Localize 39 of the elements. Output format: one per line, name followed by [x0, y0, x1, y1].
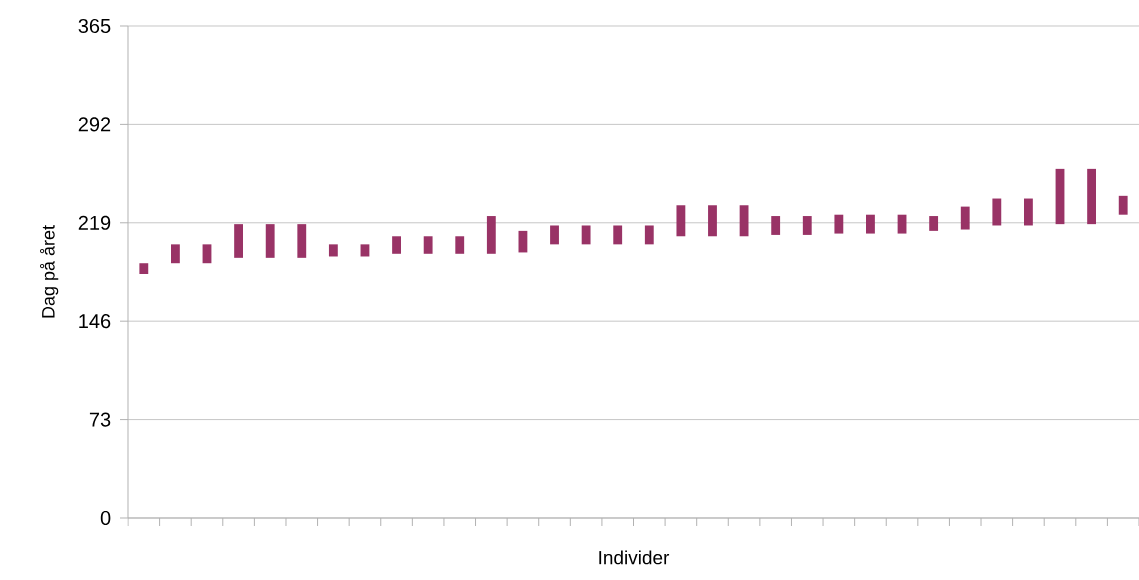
bar [234, 224, 244, 258]
y-tick-label: 365 [78, 18, 111, 34]
bar [960, 206, 970, 230]
x-axis-title: Individer [599, 550, 670, 565]
bar [1087, 168, 1097, 225]
bar [834, 214, 844, 234]
bar [328, 244, 338, 257]
bar [202, 244, 212, 264]
y-tick-label: 0 [100, 510, 111, 526]
bar [676, 205, 686, 237]
bar [265, 224, 275, 258]
y-tick-label: 146 [79, 314, 111, 329]
bar [802, 216, 812, 235]
bar [581, 225, 591, 245]
bar [613, 225, 623, 245]
bar [992, 198, 1002, 226]
bar [392, 236, 401, 254]
y-tick-label: 292 [78, 117, 111, 132]
bar [929, 216, 939, 231]
bar [644, 225, 654, 245]
bar [170, 244, 180, 264]
bar [1055, 168, 1065, 225]
y-tick-label: 73 [89, 412, 111, 427]
bar [897, 214, 907, 234]
bar [550, 225, 559, 245]
y-axis-title: Dag på året [40, 225, 59, 318]
bar [1023, 198, 1033, 226]
bar [423, 236, 433, 254]
bar [486, 216, 496, 254]
bar [360, 244, 370, 257]
bar [455, 236, 465, 254]
bar [297, 224, 307, 258]
bar [1118, 195, 1128, 215]
bar [739, 205, 749, 237]
bar [866, 214, 875, 234]
bar [708, 205, 717, 237]
bar [771, 216, 781, 235]
bar [139, 263, 149, 275]
y-tick-label: 219 [78, 215, 111, 230]
